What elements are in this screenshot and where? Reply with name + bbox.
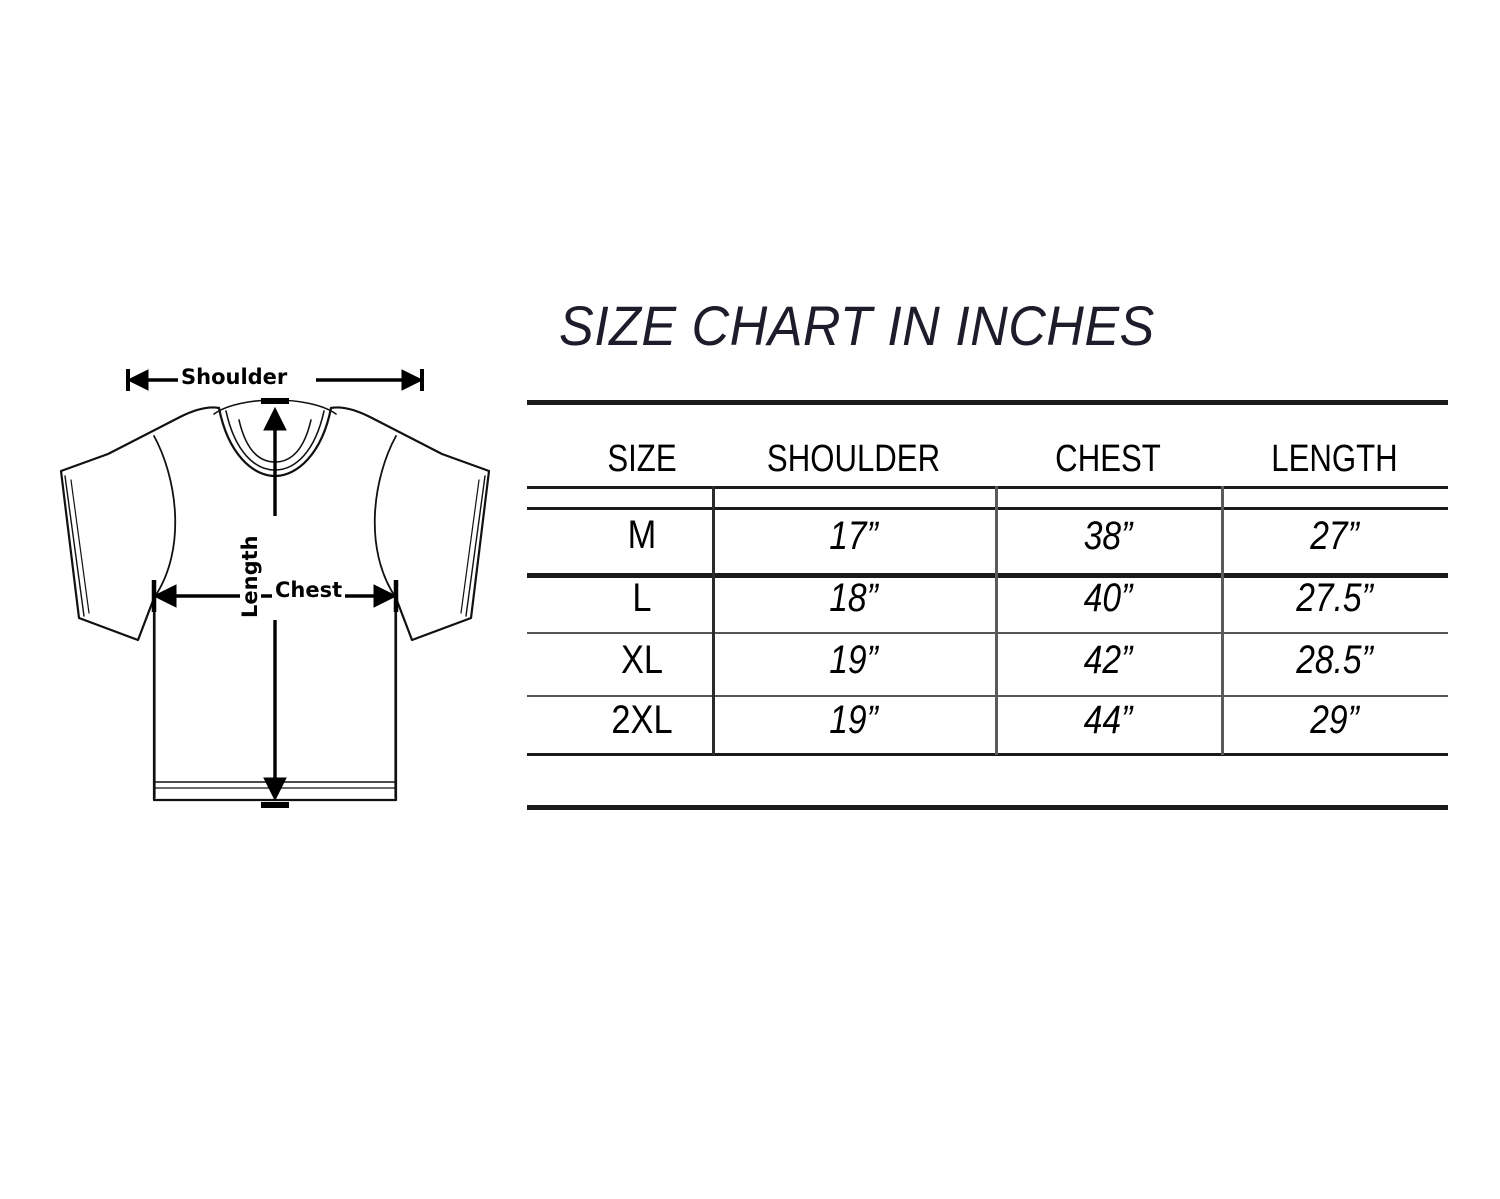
table-rule-row-2xl <box>527 753 1448 756</box>
table-row: 44” <box>1083 698 1133 742</box>
table-divider-1 <box>712 486 715 755</box>
table-row: 19” <box>829 638 878 682</box>
table-rule-body-top <box>527 507 1448 510</box>
table-row: XL <box>620 638 664 682</box>
length-dimension-label: Length <box>238 533 262 620</box>
table-row: 27” <box>1310 514 1359 558</box>
table-row: 17” <box>829 514 878 558</box>
chest-dimension-label: Chest <box>272 580 346 601</box>
chart-title: SIZE CHART IN INCHES <box>559 294 1155 357</box>
table-rule-row-m <box>527 573 1448 578</box>
size-chart-block: SIZE CHART IN INCHES SIZE SHOULDER CHEST… <box>527 290 1448 815</box>
table-row: 28.5” <box>1296 638 1373 682</box>
column-header-shoulder: SHOULDER <box>766 438 941 480</box>
table-rule-row-xl <box>527 695 1448 697</box>
table-rule-bottom <box>527 805 1448 810</box>
column-header-size: SIZE <box>607 438 677 480</box>
table-rule-row-l <box>527 632 1448 634</box>
table-row: 38” <box>1083 514 1133 558</box>
size-table: SIZE SHOULDER CHEST LENGTH M 17” 38” 27”… <box>527 290 1448 815</box>
chest-dimension-arrow <box>151 580 399 612</box>
table-row: 40” <box>1083 576 1133 620</box>
column-header-chest: CHEST <box>1055 438 1161 480</box>
table-row: 42” <box>1083 638 1133 682</box>
table-row: 18” <box>829 576 878 620</box>
table-row: 29” <box>1310 698 1359 742</box>
table-row: 2XL <box>611 698 673 742</box>
table-row: M <box>627 513 657 557</box>
table-divider-3 <box>1221 486 1224 755</box>
table-divider-2 <box>995 486 998 755</box>
shoulder-dimension-label: Shoulder <box>178 367 291 388</box>
table-row: 27.5” <box>1296 576 1373 620</box>
length-dimension-arrow <box>261 398 289 808</box>
column-header-length: LENGTH <box>1271 438 1398 480</box>
t-shirt-illustration <box>59 369 491 808</box>
table-row: 19” <box>829 698 878 742</box>
table-rule-header-bottom <box>527 486 1448 489</box>
table-row: L <box>632 576 652 620</box>
table-rule-top <box>527 400 1448 405</box>
t-shirt-measurement-diagram <box>48 358 508 848</box>
